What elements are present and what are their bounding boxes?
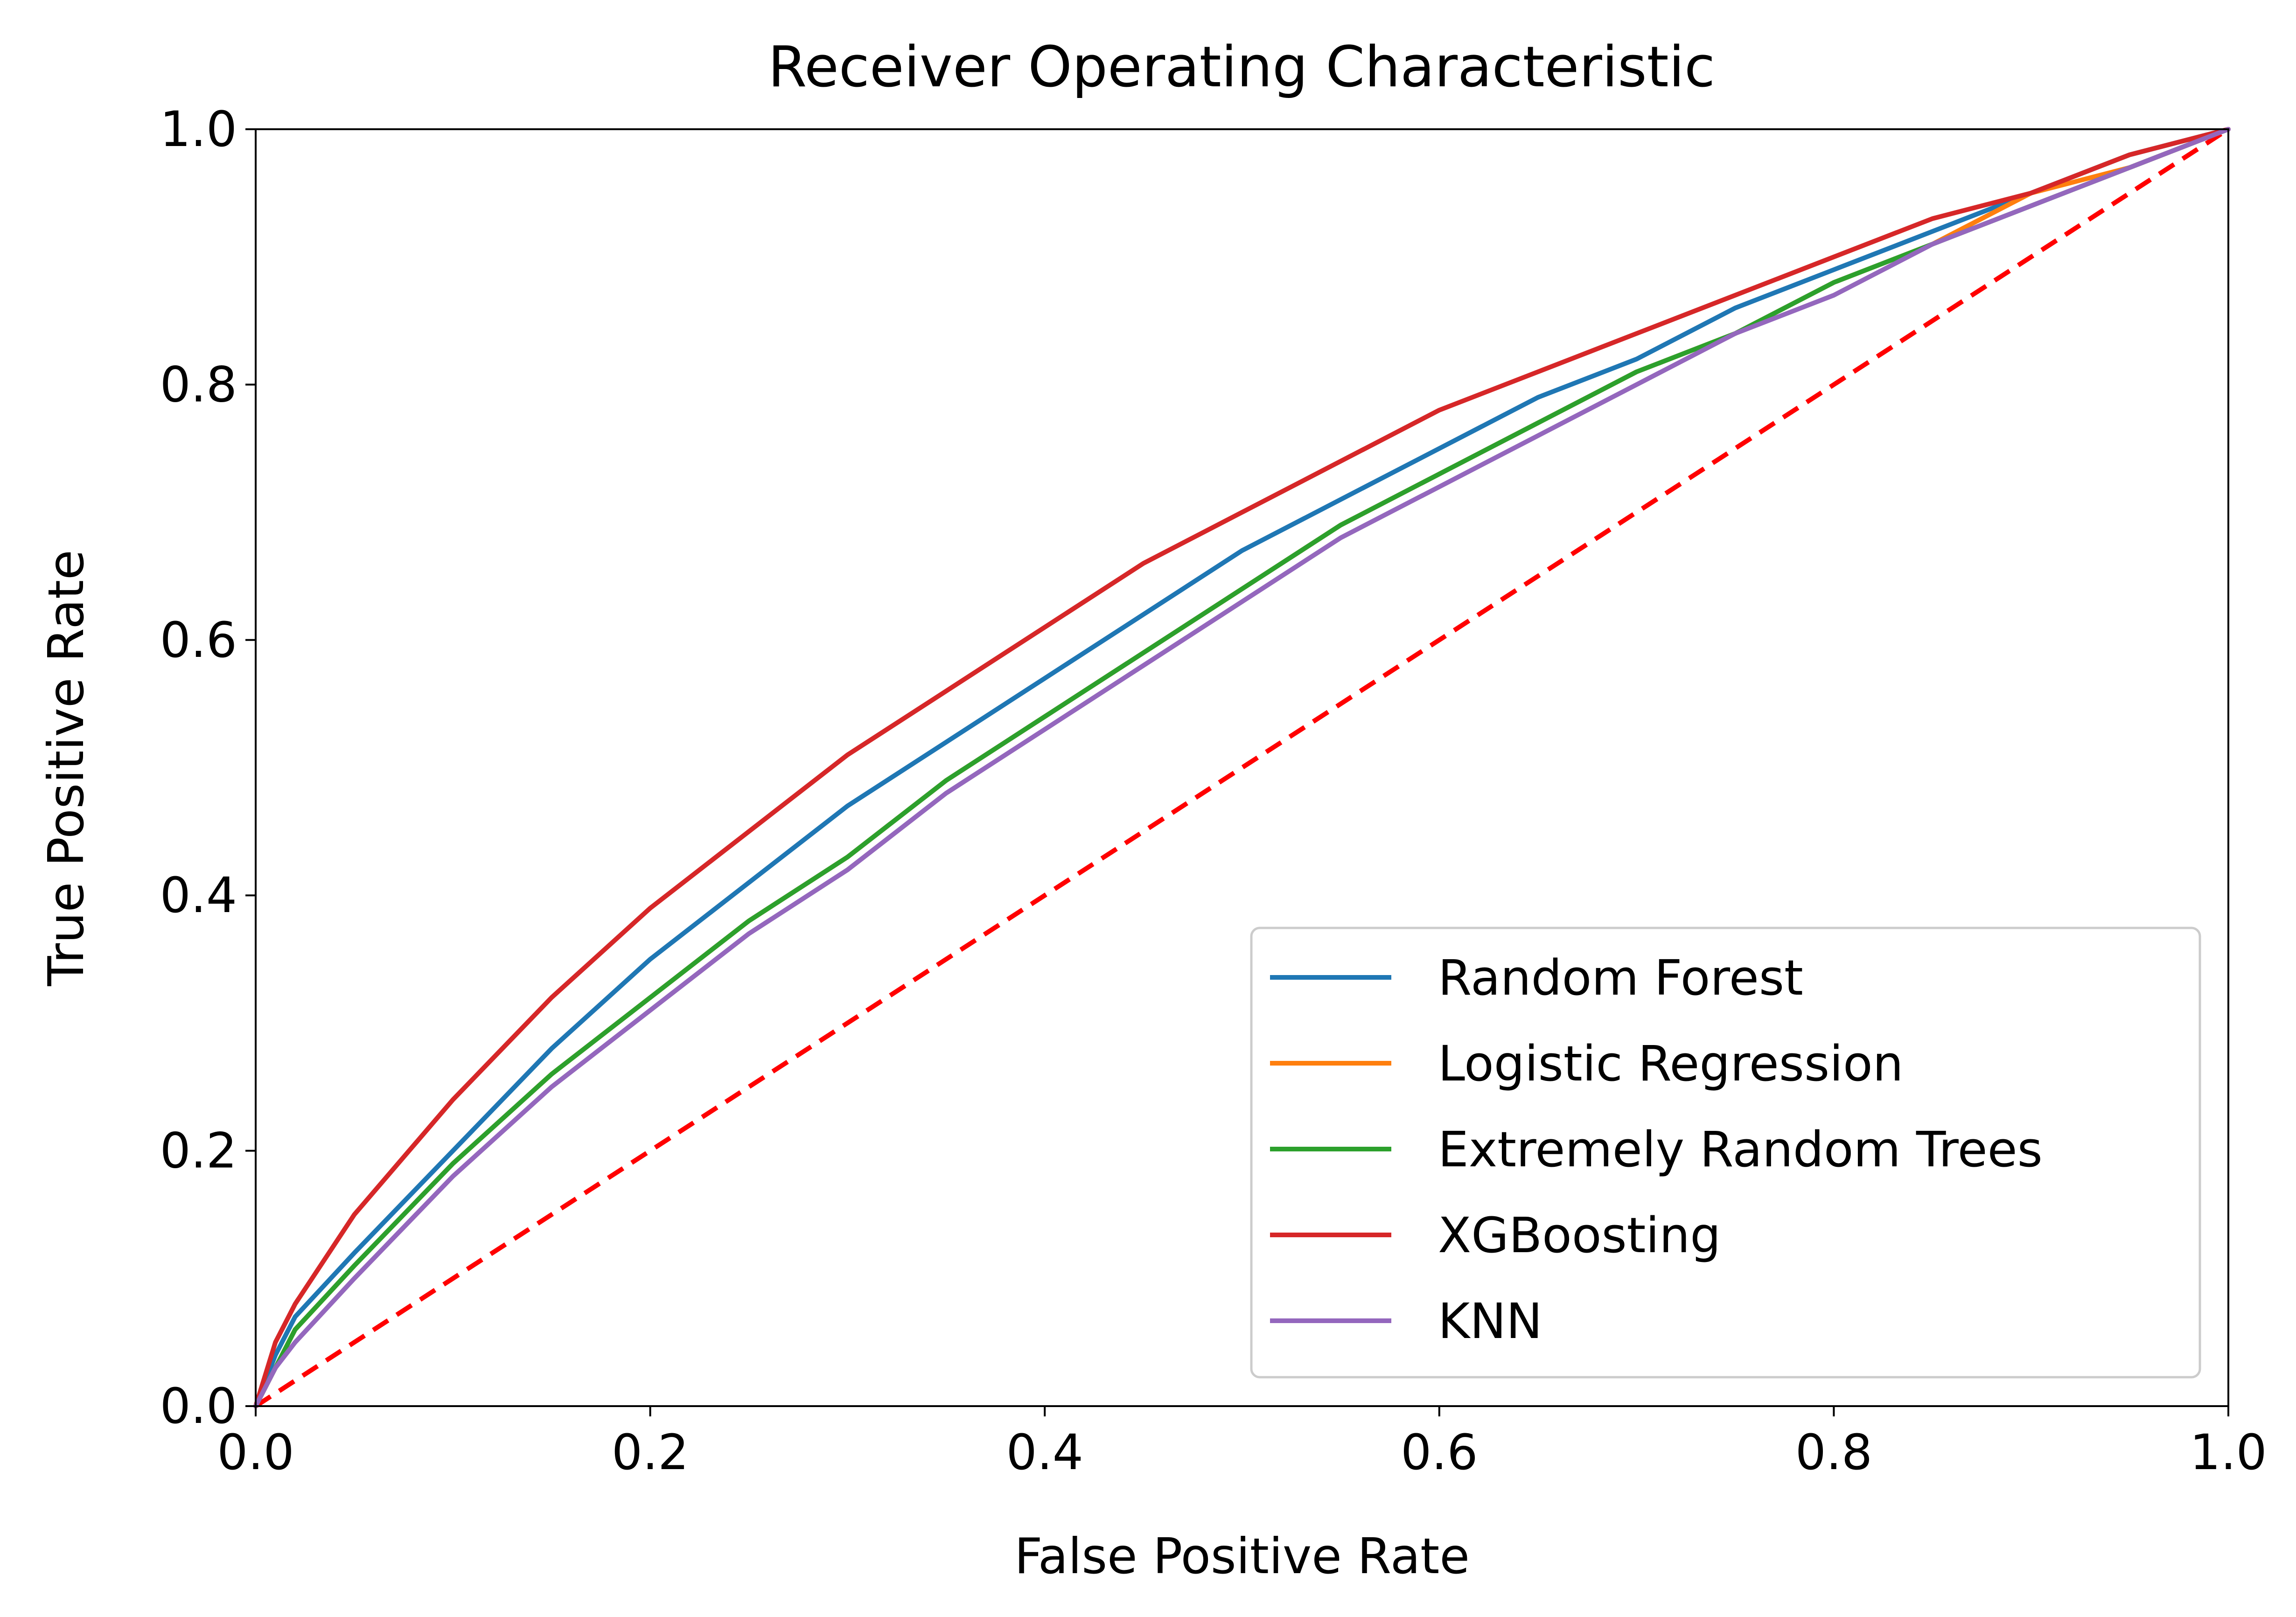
y-tick-label: 0.6 bbox=[160, 612, 237, 669]
legend-label-extremely-random-trees: Extremely Random Trees bbox=[1438, 1121, 2043, 1178]
y-tick-label: 0.0 bbox=[160, 1378, 237, 1435]
y-tick-label: 0.2 bbox=[160, 1122, 237, 1179]
y-tick-label: 0.4 bbox=[160, 867, 237, 924]
legend-label-knn: KNN bbox=[1438, 1293, 1542, 1350]
series-line-random-forest bbox=[253, 127, 2231, 1408]
series-line-extremely-random-trees bbox=[253, 127, 2231, 1408]
plot-frame bbox=[255, 128, 2229, 1407]
x-axis: 0.0 0.2 0.4 0.6 0.8 1.0 bbox=[217, 1406, 2267, 1481]
legend-entries: Random Forest Logistic Regression Extremel… bbox=[1270, 949, 2043, 1350]
series-line-xgboosting bbox=[253, 127, 2231, 1408]
legend-label-logistic-regression: Logistic Regression bbox=[1438, 1035, 1904, 1092]
x-tick-label: 0.6 bbox=[1401, 1424, 1478, 1481]
y-tick-label: 1.0 bbox=[160, 101, 237, 158]
x-tick-label: 0.4 bbox=[1006, 1424, 1083, 1481]
legend: Random Forest Logistic Regression Extremel… bbox=[1250, 927, 2201, 1379]
y-axis-label: True Positive Rate bbox=[38, 550, 95, 986]
x-tick-label: 1.0 bbox=[2190, 1424, 2267, 1481]
y-axis: 0.0 0.2 0.4 0.6 0.8 1.0 bbox=[160, 101, 256, 1435]
chart-title: Receiver Operating Characteristic bbox=[768, 35, 1715, 100]
legend-label-xgboosting: XGBoosting bbox=[1438, 1207, 1721, 1264]
legend-label-random-forest: Random Forest bbox=[1438, 949, 1803, 1006]
series-layer bbox=[253, 127, 2231, 1408]
x-tick-label: 0.2 bbox=[612, 1424, 689, 1481]
x-axis-label: False Positive Rate bbox=[1014, 1528, 1470, 1585]
x-tick-label: 0.8 bbox=[1795, 1424, 1872, 1481]
series-line-knn bbox=[253, 127, 2231, 1408]
x-tick-label: 0.0 bbox=[217, 1424, 294, 1481]
y-tick-label: 0.8 bbox=[160, 356, 237, 413]
legend-box bbox=[1250, 927, 2201, 1379]
